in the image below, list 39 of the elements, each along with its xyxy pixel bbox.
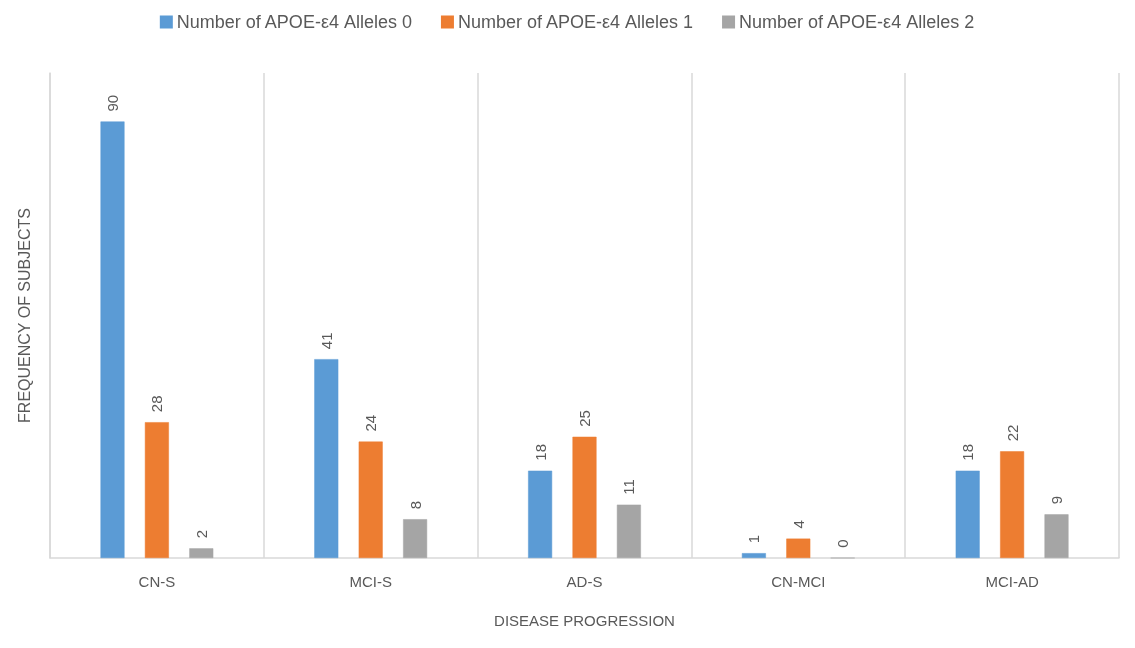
data-label: 24 bbox=[362, 414, 380, 432]
data-label: 8 bbox=[406, 500, 424, 510]
y-axis-title: FREQUENCY OF SUBJECTS bbox=[15, 208, 33, 423]
x-tick-label: AD-S bbox=[566, 573, 603, 590]
legend-label: Number of APOE-ε4 Alleles 2 bbox=[739, 12, 975, 32]
data-label: 11 bbox=[620, 479, 638, 495]
bar bbox=[1044, 514, 1069, 558]
x-tick-label: CN-S bbox=[138, 573, 176, 590]
legend-label: Number of APOE-ε4 Alleles 0 bbox=[176, 12, 412, 32]
bar bbox=[572, 436, 597, 558]
bar bbox=[358, 441, 383, 558]
data-label: 4 bbox=[789, 520, 807, 529]
data-label: 18 bbox=[959, 444, 977, 461]
data-label: 28 bbox=[148, 395, 166, 413]
data-label: 90 bbox=[104, 94, 121, 112]
legend-label: Number of APOE-ε4 Alleles 1 bbox=[457, 12, 694, 32]
bar bbox=[616, 504, 641, 558]
bar bbox=[528, 470, 553, 558]
bar bbox=[144, 422, 169, 558]
x-tick-label: MCI-S bbox=[349, 573, 392, 590]
data-label: 9 bbox=[1048, 496, 1065, 505]
data-label: 1 bbox=[745, 534, 763, 544]
x-axis-title: DISEASE PROGRESSION bbox=[494, 612, 675, 629]
bar bbox=[189, 548, 214, 558]
x-tick-label: CN-MCI bbox=[771, 573, 826, 590]
x-tick-label: MCI-AD bbox=[985, 573, 1039, 590]
data-label: 41 bbox=[317, 332, 335, 350]
bar bbox=[786, 538, 811, 558]
data-label: 25 bbox=[576, 410, 593, 427]
data-label: 18 bbox=[531, 444, 549, 461]
bar bbox=[955, 470, 980, 558]
data-label: 0 bbox=[834, 539, 852, 548]
bar bbox=[403, 519, 428, 558]
bar bbox=[314, 359, 339, 558]
bar bbox=[741, 553, 766, 558]
bar bbox=[100, 121, 125, 558]
bar bbox=[1000, 451, 1025, 558]
data-label: 2 bbox=[192, 529, 210, 539]
data-label: 22 bbox=[1003, 424, 1021, 442]
